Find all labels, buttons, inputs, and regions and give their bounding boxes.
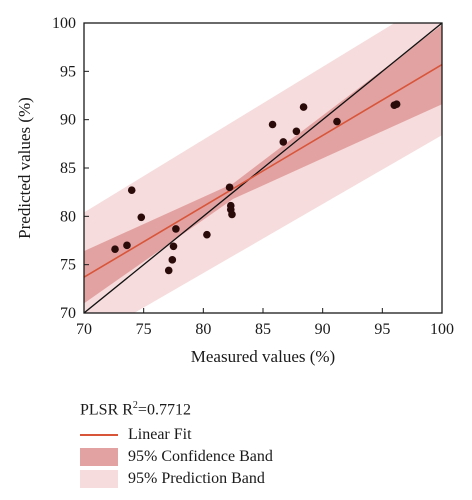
legend-title-main: PLSR R <box>80 401 133 419</box>
data-point <box>292 127 301 136</box>
y-tick-label: 85 <box>60 160 76 177</box>
legend-item-confidence-band: 95% Confidence Band <box>80 446 380 468</box>
data-point <box>111 245 119 253</box>
data-point <box>299 103 308 111</box>
data-point <box>169 242 178 251</box>
legend-title-value: =0.7712 <box>137 401 191 419</box>
legend: PLSR R2=0.7712 Linear Fit 95% Confidence… <box>80 396 380 490</box>
legend-label: Linear Fit <box>128 426 192 444</box>
data-point <box>333 117 341 126</box>
confidence-band-swatch <box>80 448 118 467</box>
data-point <box>392 100 401 108</box>
legend-title: PLSR R2=0.7712 <box>80 396 380 420</box>
data-point <box>164 266 173 275</box>
data-point <box>203 230 211 239</box>
data-point <box>268 120 277 129</box>
data-point <box>279 138 288 146</box>
linear-fit-swatch <box>80 434 118 437</box>
x-tick-label: 100 <box>430 321 454 338</box>
data-point <box>127 186 136 195</box>
data-point <box>137 213 146 222</box>
x-tick-label: 80 <box>195 321 211 338</box>
legend-label: 95% Confidence Band <box>128 448 273 466</box>
y-tick-label: 80 <box>60 208 76 225</box>
prediction-band-swatch <box>80 470 118 489</box>
data-point <box>123 241 131 250</box>
x-tick-label: 95 <box>374 321 390 338</box>
legend-item-prediction-band: 95% Prediction Band <box>80 468 380 490</box>
data-point <box>228 210 236 219</box>
x-tick-label: 85 <box>255 321 271 338</box>
legend-label: 95% Prediction Band <box>128 470 265 488</box>
identity-line <box>84 23 442 313</box>
data-point <box>225 183 234 192</box>
confidence-band <box>84 24 442 304</box>
data-point <box>168 256 177 264</box>
x-tick-label: 90 <box>315 321 331 338</box>
y-tick-label: 75 <box>60 257 76 274</box>
legend-item-linear-fit: Linear Fit <box>80 424 380 446</box>
x-tick-label: 70 <box>76 321 92 338</box>
legend-title-superscript: 2 <box>132 400 138 411</box>
y-tick-label: 95 <box>60 63 76 80</box>
y-axis-title: Predicted values (%) <box>15 97 34 239</box>
y-tick-label: 90 <box>60 112 76 129</box>
y-tick-label: 70 <box>60 305 76 322</box>
y-tick-label: 100 <box>52 15 76 32</box>
data-point <box>172 225 180 233</box>
x-tick-label: 75 <box>136 321 152 338</box>
x-axis-title: Measured values (%) <box>191 347 335 366</box>
linear-fit-line <box>84 63 442 278</box>
